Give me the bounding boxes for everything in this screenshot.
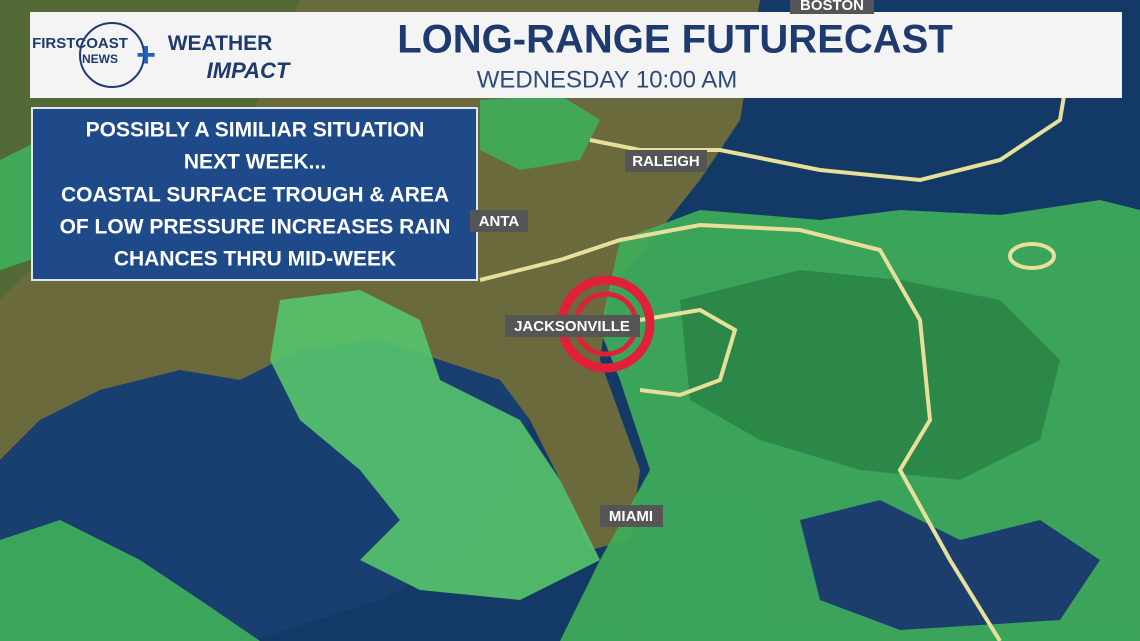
subtitle: WEDNESDAY 10:00 AM [477,66,738,93]
logo-ring [79,22,145,88]
logo-station-top: FIRSTCOAST [32,35,128,52]
info-line: OF LOW PRESSURE INCREASES RAIN [60,216,451,239]
city-label: ANTA [479,213,520,230]
title: LONG-RANGE FUTURECAST [397,18,953,62]
city-label: RALEIGH [632,153,700,170]
info-line: NEXT WEEK... [184,151,326,174]
logo-plus: + [136,36,156,74]
city-box [625,150,707,172]
info-line: CHANCES THRU MID-WEEK [114,248,396,271]
city-box [470,210,528,232]
city-label: MIAMI [609,508,653,525]
info-box [31,107,478,281]
header-bar [30,12,1122,98]
logo-brand-bottom: IMPACT [207,58,291,83]
city-label: BOSTON [800,0,864,14]
info-line: COASTAL SURFACE TROUGH & AREA [61,184,449,207]
city-box [505,315,640,337]
city-label: JACKSONVILLE [514,318,630,335]
city-box [600,505,663,527]
info-line: POSSIBLY A SIMILIAR SITUATION [86,119,425,142]
city-box [790,0,874,14]
rain-areas [0,95,1140,641]
logo-brand-top: WEATHER [168,32,273,55]
logo-station-bottom: NEWS [82,52,118,66]
